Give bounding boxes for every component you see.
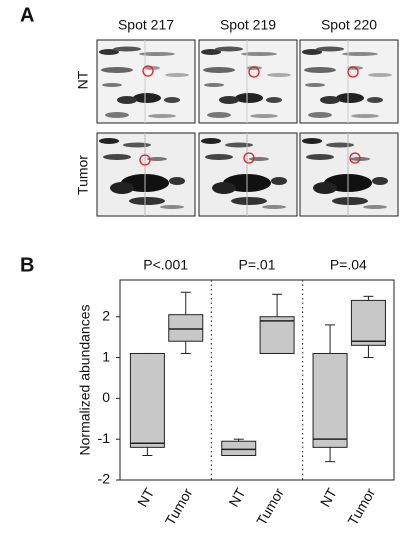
row-label: NT: [75, 70, 91, 89]
x-tick-label: Tumor: [253, 485, 287, 528]
y-tick-label: 0: [102, 389, 110, 405]
y-axis-label: Normalized abundances: [77, 305, 93, 456]
y-tick-label: -2: [98, 471, 111, 487]
box: [221, 440, 257, 457]
y-tick-label: 2: [102, 307, 110, 323]
column-title: Spot 220: [321, 17, 377, 33]
x-tick-label: NT: [134, 485, 157, 510]
box: [350, 299, 386, 346]
p-value-label: P=.01: [239, 257, 276, 273]
box: [129, 352, 165, 448]
panel-label: B: [20, 254, 34, 276]
panel-label: A: [20, 4, 34, 26]
p-value-label: P=.04: [330, 257, 367, 273]
gel-images: [96, 39, 399, 217]
column-title: Spot 217: [118, 17, 174, 33]
x-tick-label: Tumor: [162, 485, 196, 528]
x-tick-label: Tumor: [344, 485, 378, 528]
p-value-label: P<.001: [143, 257, 188, 273]
box: [312, 352, 348, 448]
x-tick-label: NT: [317, 485, 340, 510]
x-tick-label: NT: [225, 485, 248, 510]
row-label: Tumor: [75, 155, 91, 195]
column-title: Spot 219: [220, 17, 276, 33]
y-tick-label: -1: [98, 430, 111, 446]
box: [168, 314, 204, 342]
box: [259, 316, 295, 354]
plot-frame: [119, 279, 395, 481]
y-tick-label: 1: [102, 348, 110, 364]
